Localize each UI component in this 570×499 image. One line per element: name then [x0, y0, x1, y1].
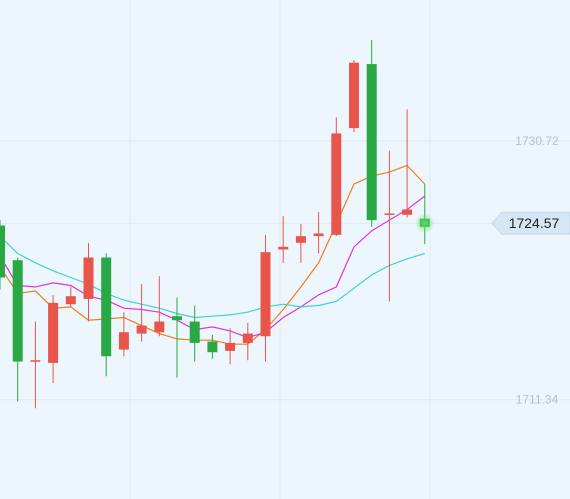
candle — [30, 321, 41, 409]
candle-body — [225, 342, 236, 351]
candle-body — [0, 225, 5, 278]
candle — [172, 297, 182, 378]
candle — [154, 276, 165, 337]
candle-body — [136, 325, 147, 334]
candle — [101, 253, 112, 377]
candle-body — [189, 321, 200, 343]
price-tag-shape — [491, 211, 570, 235]
candle-body — [172, 316, 182, 321]
candle-body — [313, 233, 324, 237]
candle-body — [331, 133, 342, 235]
candle-body — [402, 209, 413, 215]
candle-body — [384, 213, 395, 215]
candle-body — [242, 333, 253, 343]
candle — [384, 150, 395, 302]
candle-body — [12, 260, 23, 362]
candle-body — [278, 246, 289, 250]
candle — [313, 212, 324, 254]
price-axis: 1730.72 1711.34 — [515, 134, 559, 407]
moving-average-layer — [0, 164, 426, 345]
candle — [225, 328, 236, 365]
candle-body — [295, 236, 306, 243]
candle — [83, 242, 94, 322]
candle — [65, 286, 76, 307]
y-tick-label: 1730.72 — [515, 134, 559, 148]
candle-body — [207, 341, 218, 353]
candle — [260, 234, 271, 362]
candle-body — [83, 257, 94, 299]
candle — [295, 224, 306, 263]
candle-body — [366, 64, 377, 221]
candle — [12, 257, 23, 402]
candle — [331, 117, 342, 237]
candle — [242, 322, 253, 361]
candle-body — [118, 332, 129, 350]
candle — [118, 312, 129, 357]
moving-average-line-ma-long — [0, 235, 425, 319]
candle — [402, 109, 413, 218]
candle-body — [154, 321, 165, 333]
candle-body — [349, 62, 359, 129]
candle-body — [101, 257, 112, 357]
candle-layer — [0, 40, 435, 409]
y-tick-label: 1711.34 — [516, 393, 559, 407]
current-price-label: 1724.57 — [509, 215, 560, 231]
candle — [0, 220, 5, 290]
candle-body — [65, 296, 76, 305]
moving-average-line-ma-mid — [0, 195, 426, 339]
candle — [366, 40, 377, 227]
current-price-tag: 1724.57 — [491, 211, 570, 235]
candle-body — [48, 302, 59, 363]
candle — [48, 294, 59, 383]
current-price-glow — [414, 213, 435, 234]
candle-body — [260, 252, 271, 337]
candle — [189, 305, 200, 362]
candle — [136, 284, 147, 342]
candle — [349, 60, 359, 133]
moving-average-line-ma-short — [0, 164, 426, 345]
candle — [207, 334, 218, 359]
candle — [278, 216, 289, 263]
candle-body — [30, 360, 41, 362]
